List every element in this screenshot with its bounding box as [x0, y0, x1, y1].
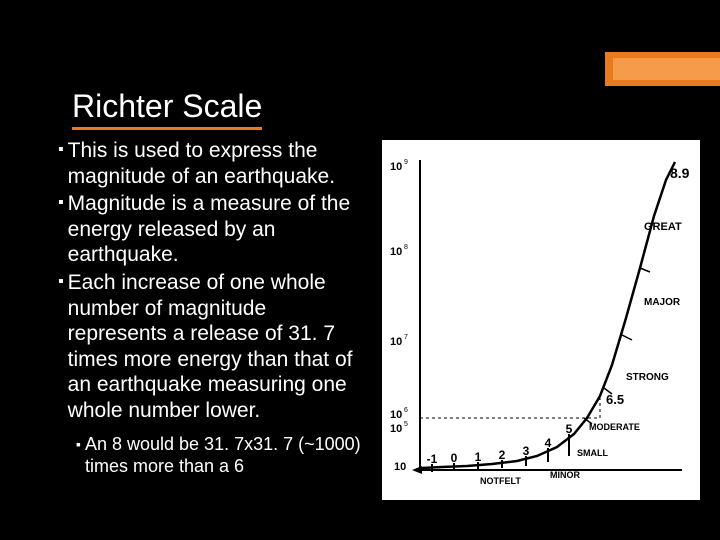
- svg-text:MODERATE: MODERATE: [589, 422, 640, 432]
- svg-text:10: 10: [390, 423, 402, 435]
- svg-text:-1: -1: [427, 452, 438, 466]
- svg-text:5: 5: [566, 422, 573, 436]
- svg-text:MAJOR: MAJOR: [644, 297, 681, 308]
- svg-text:SMALL: SMALL: [577, 448, 608, 458]
- sub-bullet-item: ▪ An 8 would be 31. 7x31. 7 (~1000) time…: [76, 434, 368, 478]
- bullet-text: Magnitude is a measure of the energy rel…: [68, 191, 368, 268]
- chart-svg: 10 105 106 107 108 109 -1 0 1 2 3 4 5 6.…: [382, 140, 700, 500]
- bullet-item: ▪ Magnitude is a measure of the energy r…: [58, 191, 368, 268]
- bullet-list: ▪ This is used to express the magnitude …: [58, 138, 368, 478]
- svg-text:10: 10: [390, 161, 402, 173]
- svg-text:10: 10: [390, 246, 402, 258]
- svg-text:MINOR: MINOR: [550, 470, 580, 480]
- square-bullet-icon: ▪: [58, 193, 64, 213]
- square-bullet-icon: ▪: [58, 272, 64, 292]
- sub-bullet-text: An 8 would be 31. 7x31. 7 (~1000) times …: [85, 434, 368, 478]
- svg-text:7: 7: [404, 334, 408, 341]
- svg-text:3: 3: [523, 444, 530, 458]
- svg-text:0: 0: [451, 451, 458, 465]
- svg-text:STRONG: STRONG: [626, 372, 669, 383]
- svg-text:9: 9: [404, 159, 408, 166]
- svg-text:GREAT: GREAT: [644, 221, 682, 233]
- accent-bar-inner: [613, 58, 720, 80]
- square-bullet-icon: ▪: [76, 436, 81, 453]
- bullet-item: ▪ This is used to express the magnitude …: [58, 138, 368, 189]
- svg-text:2: 2: [499, 448, 506, 462]
- svg-text:1: 1: [475, 450, 482, 464]
- svg-text:NOTFELT: NOTFELT: [480, 476, 521, 486]
- bullet-text: Each increase of one whole number of mag…: [68, 270, 368, 424]
- svg-text:10: 10: [390, 336, 402, 348]
- richter-energy-chart: 10 105 106 107 108 109 -1 0 1 2 3 4 5 6.…: [382, 140, 700, 500]
- svg-text:6: 6: [404, 407, 408, 414]
- svg-text:8: 8: [404, 244, 408, 251]
- svg-text:8.9: 8.9: [670, 165, 690, 181]
- svg-text:10: 10: [394, 461, 406, 473]
- svg-text:6.5: 6.5: [606, 392, 624, 407]
- bullet-text: This is used to express the magnitude of…: [68, 138, 368, 189]
- bullet-item: ▪ Each increase of one whole number of m…: [58, 270, 368, 424]
- square-bullet-icon: ▪: [58, 140, 64, 160]
- svg-text:10: 10: [390, 409, 402, 421]
- svg-text:4: 4: [545, 436, 552, 450]
- svg-text:5: 5: [404, 421, 408, 428]
- page-title: Richter Scale: [72, 88, 262, 130]
